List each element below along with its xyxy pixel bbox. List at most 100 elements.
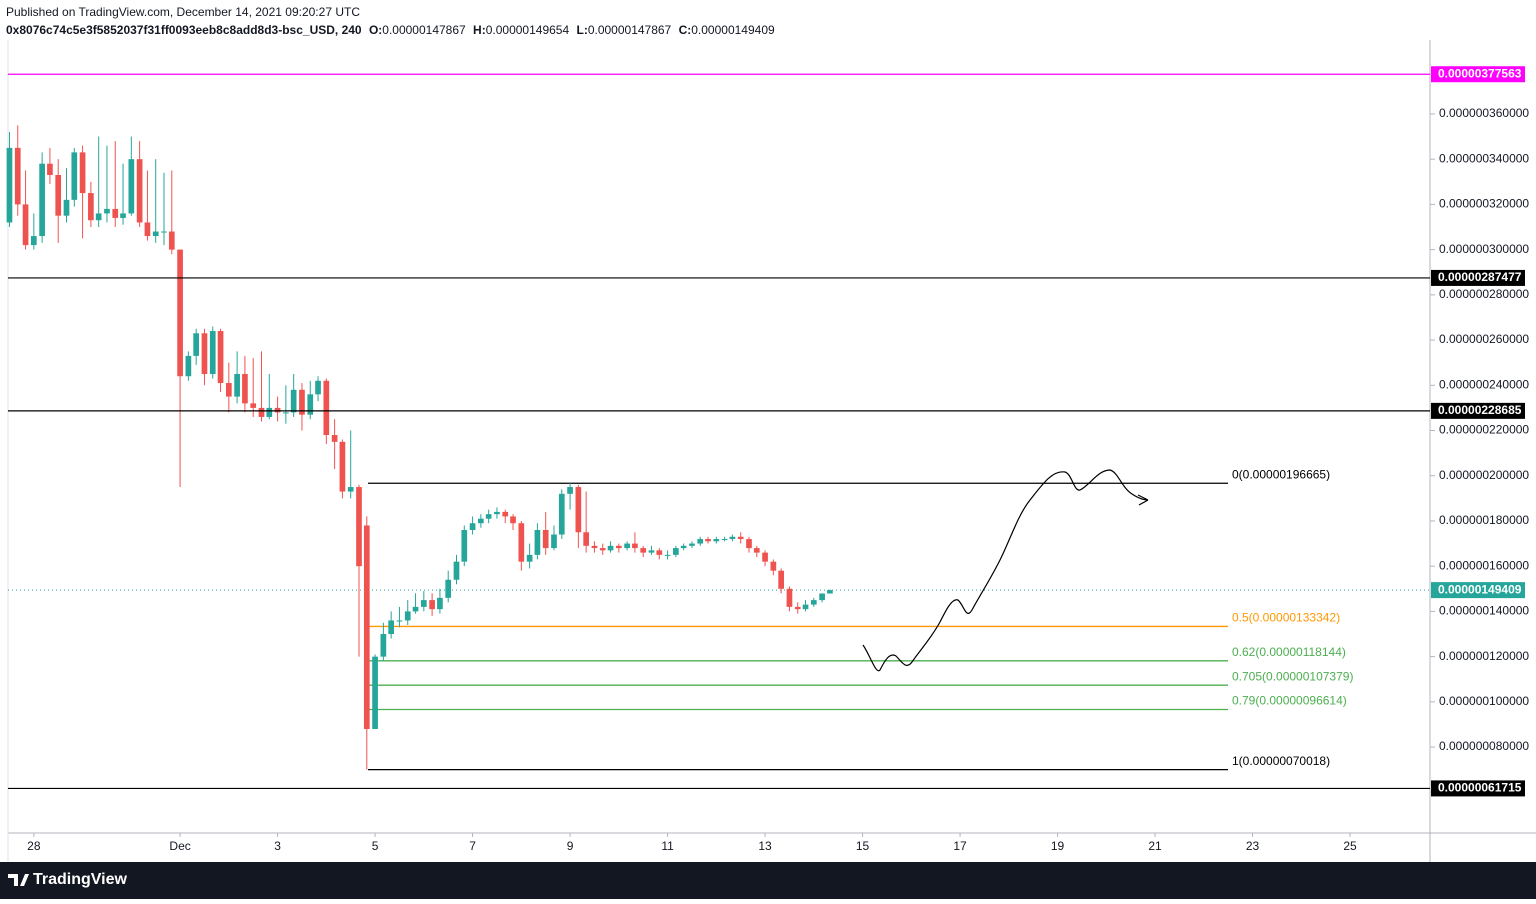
- candle-body: [201, 333, 208, 374]
- candle-body: [615, 545, 622, 549]
- price-line-label: 0.00000228685: [1438, 403, 1522, 417]
- candle-body: [307, 394, 314, 415]
- candle-body: [112, 208, 119, 218]
- candle-body: [453, 561, 460, 580]
- candle-body: [274, 407, 281, 413]
- candle-body: [478, 518, 484, 524]
- candle-body: [697, 539, 704, 544]
- price-line-label: 0.00000287477: [1438, 270, 1522, 284]
- candle-body: [599, 548, 606, 551]
- candle-body: [193, 333, 200, 356]
- candle-body: [437, 597, 443, 610]
- candle-body: [656, 550, 663, 555]
- candle-body: [729, 536, 736, 540]
- candle-body: [494, 511, 500, 515]
- candle-body: [673, 548, 679, 555]
- y-tick-label: 0.000000260000: [1439, 332, 1529, 346]
- price-line-label: 0.00000377563: [1438, 66, 1522, 80]
- y-tick-label: 0.000000360000: [1439, 106, 1529, 120]
- candle-body: [63, 199, 70, 216]
- candle-body: [347, 487, 354, 492]
- y-tick-label: 0.000000300000: [1439, 242, 1529, 256]
- candle-body: [234, 373, 240, 397]
- candle-body: [640, 548, 647, 553]
- y-tick-label: 0.000000240000: [1439, 377, 1529, 391]
- candle-body: [380, 634, 387, 657]
- y-tick-label: 0.000000200000: [1439, 468, 1529, 482]
- y-tick-label: 0.000000140000: [1439, 604, 1529, 618]
- candle-body: [534, 530, 541, 555]
- candle-body: [71, 152, 78, 200]
- candle-body: [6, 147, 13, 223]
- candle-body: [144, 222, 151, 237]
- x-tick-label: 21: [1148, 839, 1162, 853]
- candle-body: [778, 570, 784, 589]
- candle-body: [315, 380, 321, 395]
- x-tick-label: 17: [953, 839, 967, 853]
- price-line-tag: [1431, 66, 1525, 83]
- candle-body: [104, 208, 110, 214]
- candle-body: [95, 213, 102, 221]
- y-tick-label: 0.000000320000: [1439, 197, 1529, 211]
- candle-body: [664, 554, 671, 556]
- x-tick-label: 5: [372, 839, 379, 853]
- plot: 0.000000080000 0.000000100000 0.0000001200…: [6, 66, 1529, 853]
- candle-body: [299, 389, 305, 415]
- y-tick-label: 0.000000280000: [1439, 287, 1529, 301]
- last-price-tag: [1431, 582, 1525, 599]
- candle-body: [161, 231, 167, 233]
- symbol-info: 0x8076c74c5e3f5852037f31ff0093eeb8c8add8…: [6, 23, 775, 37]
- candle-body: [762, 552, 768, 562]
- candle-body: [794, 606, 801, 610]
- x-tick-label: Dec: [169, 839, 190, 853]
- candle-body: [461, 530, 468, 562]
- candle-body: [705, 539, 711, 542]
- candle-body: [567, 487, 573, 494]
- ohlc-key: H:: [473, 23, 486, 37]
- candle-body: [689, 543, 695, 546]
- candle-body: [607, 545, 614, 551]
- y-tick-label: 0.000000220000: [1439, 423, 1529, 437]
- candle-body: [88, 193, 94, 221]
- candle-body: [445, 579, 452, 598]
- candle-body: [331, 435, 338, 442]
- y-tick-label: 0.000000160000: [1439, 558, 1529, 572]
- candle-body: [30, 236, 37, 246]
- y-tick-label: 0.000000080000: [1439, 739, 1529, 753]
- candle-body: [802, 604, 809, 610]
- candle-body: [388, 620, 395, 635]
- x-tick-label: 7: [469, 839, 476, 853]
- candle-body: [469, 523, 476, 531]
- ohlc-value: 0.00000149654: [486, 23, 570, 37]
- y-tick-label: 0.000000340000: [1439, 151, 1529, 165]
- y-tick-label: 0.000000100000: [1439, 694, 1529, 708]
- candle-body: [168, 231, 175, 250]
- fib-label: 0.705(0.00000107379): [1232, 669, 1353, 683]
- candle-body: [356, 487, 362, 567]
- candle-body: [485, 514, 492, 519]
- y-tick-label: 0.000000180000: [1439, 513, 1529, 527]
- candle-body: [128, 159, 135, 214]
- price-line-tag: [1431, 269, 1525, 286]
- candle-body: [558, 493, 565, 535]
- candle-body: [22, 204, 29, 246]
- candle-body: [680, 545, 687, 549]
- x-tick-label: 23: [1246, 839, 1260, 853]
- candle-body: [632, 543, 638, 549]
- fib-label: 1(0.00000070018): [1232, 754, 1330, 768]
- candle-body: [177, 249, 183, 377]
- candle-body: [648, 550, 655, 553]
- footer-bar: [0, 862, 1536, 899]
- x-tick-label: 9: [567, 839, 574, 853]
- candle-body: [819, 593, 825, 601]
- candle-body: [217, 331, 224, 384]
- candle-body: [404, 611, 411, 621]
- candle-body: [420, 600, 427, 607]
- candle-body: [713, 539, 720, 542]
- last-price-label: 0.00000149409: [1438, 582, 1522, 596]
- candle-body: [39, 163, 45, 237]
- candle-body: [339, 441, 346, 492]
- price-line-tag: [1431, 780, 1525, 797]
- candle-body: [209, 331, 216, 374]
